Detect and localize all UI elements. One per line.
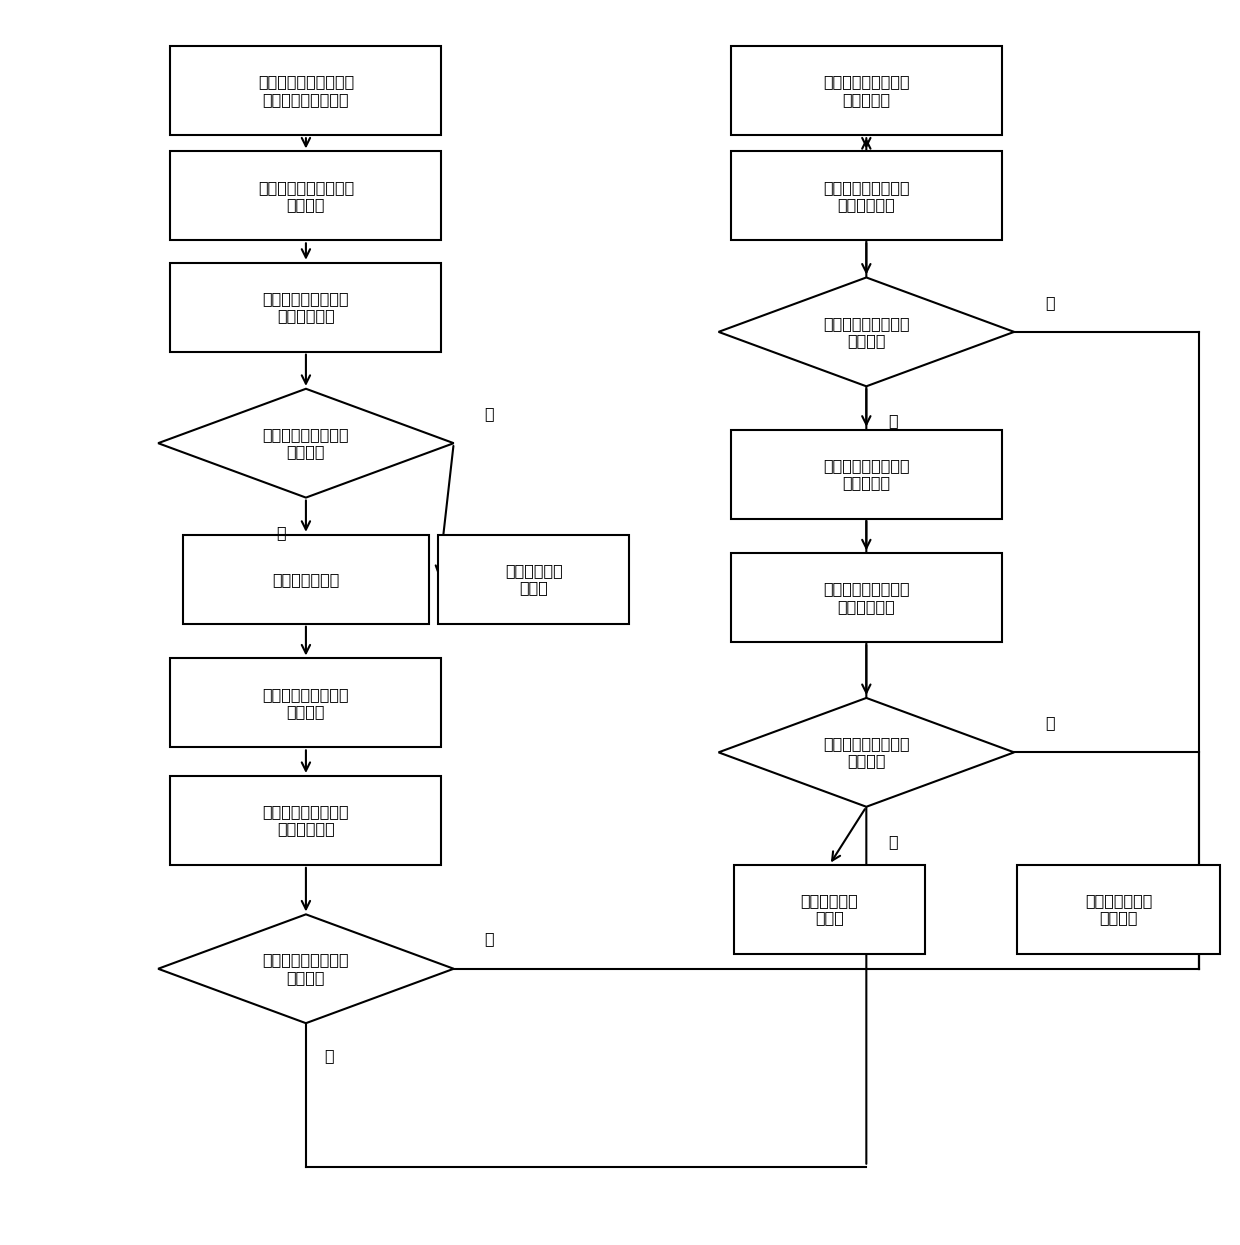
Text: 否: 否	[889, 834, 898, 849]
Text: 满足多约束服务质量
参数条件: 满足多约束服务质量 参数条件	[263, 427, 350, 459]
FancyBboxPatch shape	[182, 534, 429, 624]
Text: 确定源边界节点和目的
边界节点: 确定源边界节点和目的 边界节点	[258, 179, 355, 212]
Text: 获取源边界节点的反
向线性标记值: 获取源边界节点的反 向线性标记值	[823, 581, 910, 614]
FancyBboxPatch shape	[730, 430, 1002, 519]
FancyBboxPatch shape	[170, 152, 441, 240]
Text: 满足多约束服务质量
参数条件: 满足多约束服务质量 参数条件	[823, 736, 910, 768]
Text: 对网络拓扑图进行第
一次简化: 对网络拓扑图进行第 一次简化	[263, 687, 350, 720]
FancyBboxPatch shape	[170, 263, 441, 351]
FancyBboxPatch shape	[438, 534, 629, 624]
Text: 是: 是	[277, 525, 286, 540]
Text: 是: 是	[325, 1048, 334, 1063]
Text: 获取源边界节点的反
向线性标记值: 获取源边界节点的反 向线性标记值	[263, 291, 350, 324]
Polygon shape	[159, 388, 454, 498]
Text: 是: 是	[1045, 715, 1054, 730]
FancyBboxPatch shape	[1017, 865, 1220, 954]
Text: 满足多约束服务质量
参数条件: 满足多约束服务质量 参数条件	[823, 316, 910, 349]
Text: 计算第二条路径
路由结束: 计算第二条路径 路由结束	[1085, 893, 1152, 925]
Text: 否: 否	[485, 931, 495, 946]
Polygon shape	[159, 914, 454, 1023]
Text: 否: 否	[889, 413, 898, 428]
Text: 查找失败，路
由结束: 查找失败，路 由结束	[801, 893, 858, 925]
FancyBboxPatch shape	[730, 553, 1002, 642]
Text: 满足多约束服务质量
参数条件: 满足多约束服务质量 参数条件	[263, 952, 350, 985]
Text: 查找失败，路
由结束: 查找失败，路 由结束	[505, 563, 563, 595]
FancyBboxPatch shape	[730, 46, 1002, 136]
Polygon shape	[718, 698, 1014, 807]
Text: 是: 是	[1045, 295, 1054, 310]
Text: 计算第一条路径: 计算第一条路径	[273, 571, 340, 586]
Polygon shape	[718, 278, 1014, 386]
Text: 对原网络拓扑图进行
第二次简化: 对原网络拓扑图进行 第二次简化	[823, 75, 910, 107]
FancyBboxPatch shape	[734, 865, 925, 954]
Text: 获取各条链路的服务质
量参数和可靠性数值: 获取各条链路的服务质 量参数和可靠性数值	[258, 75, 355, 107]
FancyBboxPatch shape	[730, 152, 1002, 240]
FancyBboxPatch shape	[170, 659, 441, 747]
Text: 获取源边界节点的反
向线性标记值: 获取源边界节点的反 向线性标记值	[823, 179, 910, 212]
FancyBboxPatch shape	[170, 46, 441, 136]
FancyBboxPatch shape	[170, 776, 441, 865]
Text: 获取源边界节点的反
向线性标记值: 获取源边界节点的反 向线性标记值	[263, 804, 350, 837]
Text: 否: 否	[485, 406, 495, 421]
Text: 对原网络拓扑图进行
第三次简化: 对原网络拓扑图进行 第三次简化	[823, 458, 910, 491]
